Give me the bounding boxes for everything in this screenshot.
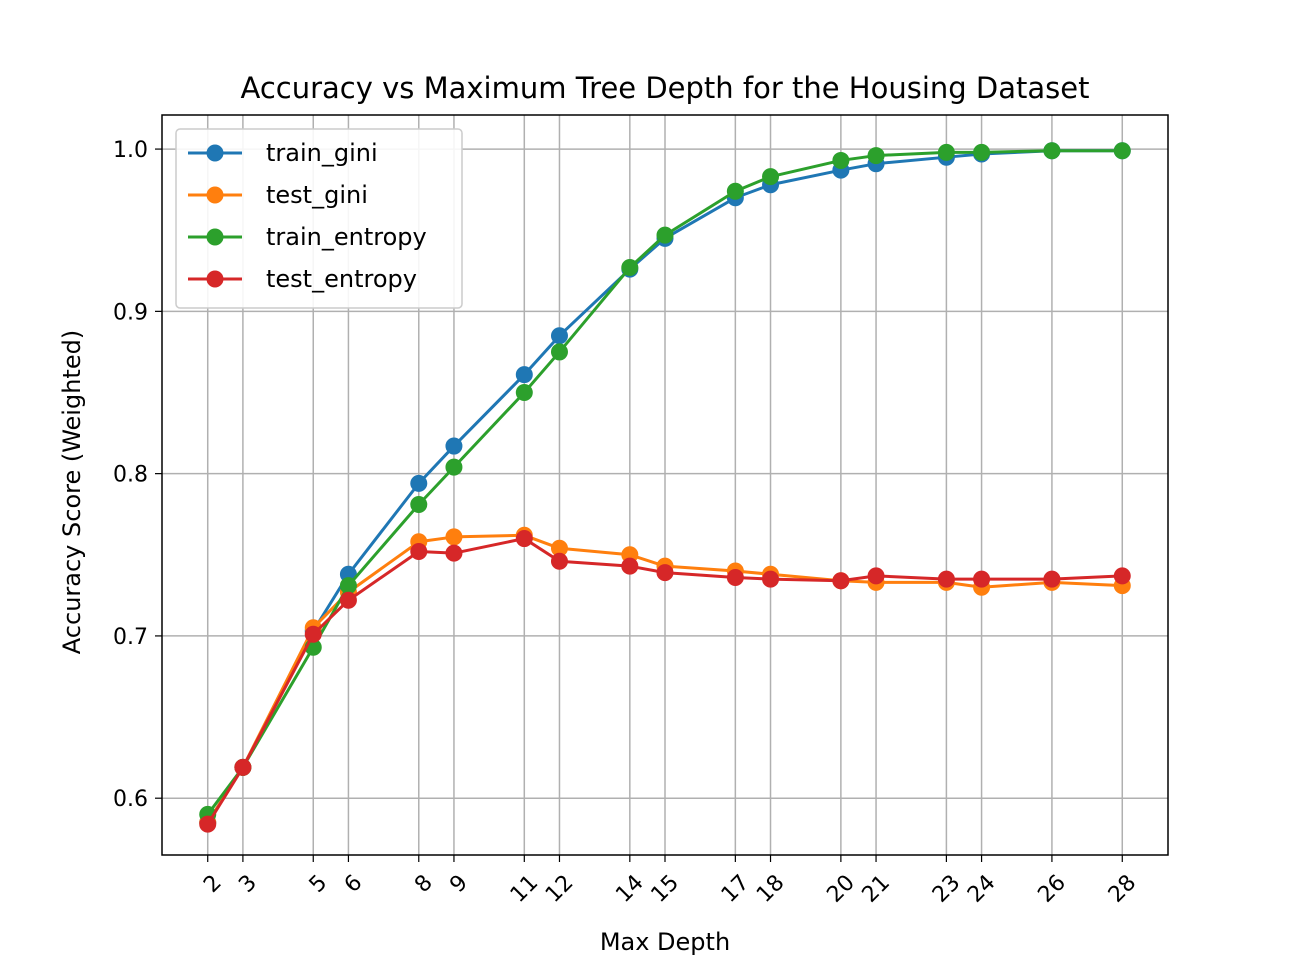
data-point	[550, 343, 568, 361]
data-point	[762, 168, 780, 186]
data-point	[339, 577, 357, 595]
legend-label: test_gini	[266, 181, 368, 209]
data-point	[445, 528, 463, 546]
data-point	[1043, 570, 1061, 588]
data-point	[1113, 567, 1131, 585]
legend-item-train_gini: train_gini	[188, 139, 378, 167]
data-point	[973, 143, 991, 161]
series-area	[199, 142, 1131, 833]
data-point	[445, 437, 463, 455]
data-point	[339, 591, 357, 609]
y-axis-title: Accuracy Score (Weighted)	[58, 330, 86, 654]
data-point	[515, 530, 533, 548]
data-point	[515, 384, 533, 401]
legend-box	[175, 128, 463, 309]
legend-marker	[206, 144, 224, 162]
data-point	[867, 147, 885, 165]
series-test_entropy	[199, 530, 1131, 833]
data-point	[621, 259, 639, 277]
data-point	[937, 570, 955, 588]
data-point	[550, 327, 568, 345]
legend-item-test_gini: test_gini	[188, 181, 368, 209]
data-point	[621, 557, 639, 575]
y-tick-label: 1.0	[113, 138, 148, 163]
data-point	[445, 458, 463, 476]
data-point	[515, 366, 533, 384]
data-point	[1113, 142, 1131, 160]
legend-item-test_entropy: test_entropy	[188, 265, 417, 293]
chart-title: Accuracy vs Maximum Tree Depth for the H…	[241, 71, 1090, 105]
data-point	[199, 815, 217, 833]
data-point	[445, 544, 463, 562]
legend-marker	[206, 270, 224, 288]
legend-marker	[206, 186, 224, 204]
legend-label: test_entropy	[266, 265, 417, 293]
data-point	[937, 143, 955, 161]
data-point	[410, 543, 428, 561]
legend-label: train_gini	[266, 139, 378, 167]
data-point	[726, 569, 744, 586]
x-axis-title: Max Depth	[600, 928, 730, 956]
data-point	[1043, 142, 1061, 160]
y-tick-label: 0.6	[113, 787, 148, 812]
data-point	[410, 474, 428, 492]
data-point	[832, 151, 850, 169]
data-point	[234, 758, 252, 776]
legend: train_gini test_gini train_entropy test_ent…	[175, 128, 463, 309]
data-point	[726, 182, 744, 200]
data-point	[762, 570, 780, 588]
data-point	[410, 495, 428, 513]
y-tick-label: 0.8	[113, 463, 148, 488]
data-point	[304, 625, 322, 643]
legend-label: train_entropy	[266, 223, 427, 251]
data-point	[832, 572, 850, 590]
y-tick-label: 0.7	[113, 625, 148, 650]
data-point	[656, 564, 674, 582]
y-tick-label: 0.9	[113, 300, 148, 325]
legend-marker	[206, 228, 224, 246]
data-point	[550, 552, 568, 570]
data-point	[867, 567, 885, 585]
data-point	[656, 226, 674, 244]
data-point	[973, 570, 991, 588]
legend-item-train_entropy: train_entropy	[188, 223, 427, 251]
